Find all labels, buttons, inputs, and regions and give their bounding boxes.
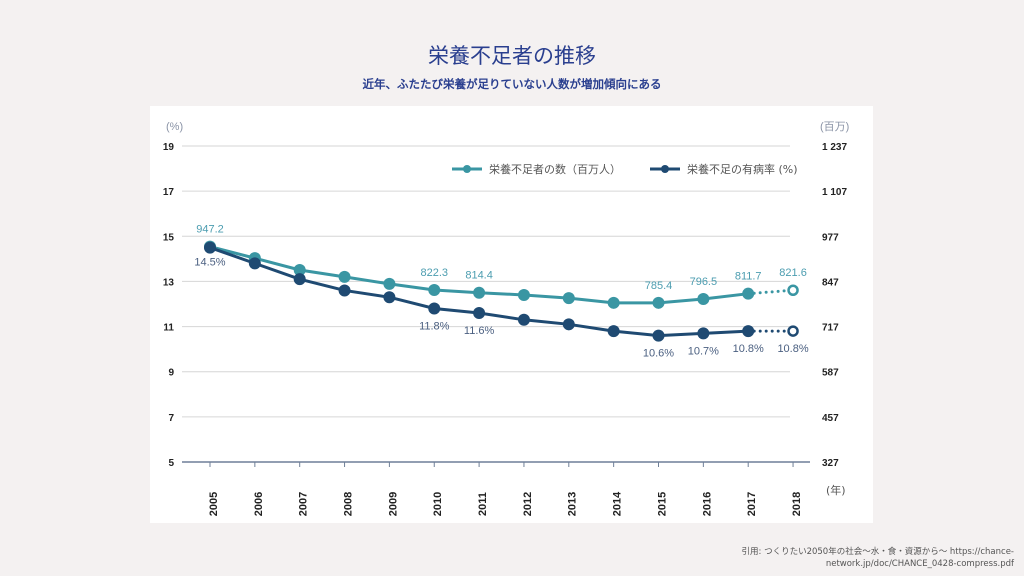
data-point <box>473 286 486 299</box>
line-chart: (%) (百万) 19 1 237 17 1 107 15 977 13 847 11 717 9 587… <box>163 121 849 516</box>
x-tick-label: 2005 <box>208 492 220 516</box>
x-tick-label: 2014 <box>612 491 624 516</box>
data-point <box>383 291 396 304</box>
data-point <box>383 277 396 290</box>
series-projection-line <box>746 288 795 296</box>
data-point <box>517 288 530 301</box>
right-tick-label: 1 237 <box>822 142 847 153</box>
right-tick-label: 587 <box>822 368 839 379</box>
data-point <box>652 329 665 342</box>
chart-panel: (%) (百万) 19 1 237 17 1 107 15 977 13 847 11 717 9 587… <box>150 106 873 523</box>
legend-label: 栄養不足の有病率 (%) <box>687 162 798 176</box>
left-axis-title: (%) <box>166 121 183 133</box>
left-tick-label: 9 <box>168 368 174 379</box>
data-point <box>742 325 755 338</box>
x-tick-label: 2011 <box>477 492 489 516</box>
data-point <box>338 270 351 283</box>
left-tick-label: 13 <box>163 277 175 288</box>
data-point <box>607 325 620 338</box>
x-tick-label: 2006 <box>253 492 265 516</box>
right-tick-label: 847 <box>822 277 839 288</box>
left-tick-label: 17 <box>163 187 175 198</box>
data-point <box>607 296 620 309</box>
right-axis-title: (百万) <box>820 121 849 133</box>
data-point <box>697 292 710 305</box>
data-label: 785.4 <box>645 280 673 292</box>
right-tick-label: 1 107 <box>822 187 847 198</box>
data-point <box>562 292 575 305</box>
data-label: 11.6% <box>464 325 495 337</box>
data-label: 947.2 <box>196 224 224 236</box>
x-tick-label: 2007 <box>298 492 310 516</box>
data-label: 10.7% <box>688 345 719 357</box>
x-tick-label: 2010 <box>432 492 444 516</box>
data-label: 811.7 <box>735 271 762 283</box>
data-label: 11.8% <box>419 321 450 333</box>
legend-label: 栄養不足者の数（百万人） <box>489 162 621 176</box>
left-tick-label: 11 <box>163 323 174 334</box>
data-label: 814.4 <box>465 270 493 282</box>
data-point <box>338 284 351 297</box>
x-tick-label: 2012 <box>522 492 534 516</box>
citation: 引用: つくりたい2050年の社会〜水・食・資源から〜 https://chan… <box>741 547 1015 569</box>
data-point <box>293 263 306 276</box>
data-point <box>293 273 306 286</box>
data-label: 14.5% <box>194 257 225 269</box>
data-point <box>562 318 575 331</box>
data-label: 796.5 <box>690 276 718 288</box>
right-tick-label: 327 <box>822 458 839 469</box>
right-tick-label: 457 <box>822 413 839 424</box>
x-tick-label: 2017 <box>746 492 758 516</box>
data-point <box>652 296 665 309</box>
data-label: 821.6 <box>779 267 807 279</box>
left-tick-label: 19 <box>163 142 175 153</box>
left-tick-label: 5 <box>168 458 174 469</box>
x-tick-label: 2015 <box>656 492 668 516</box>
right-tick-label: 717 <box>822 323 839 334</box>
left-tick-label: 15 <box>163 232 175 243</box>
right-tick-label: 977 <box>822 232 839 243</box>
left-tick-label: 7 <box>168 413 174 424</box>
data-point <box>473 307 486 320</box>
x-tick-label: 2008 <box>342 492 354 516</box>
data-point <box>428 284 441 297</box>
data-point <box>248 257 261 270</box>
data-point-projected <box>787 284 799 296</box>
x-tick-label: 2013 <box>567 492 579 516</box>
legend-marker <box>661 165 669 173</box>
data-point-projected <box>787 325 799 337</box>
data-label: 10.8% <box>777 343 808 355</box>
data-label: 10.6% <box>643 348 674 360</box>
x-axis-title: (年) <box>826 483 846 497</box>
x-tick-label: 2016 <box>701 492 713 516</box>
data-point <box>204 241 216 254</box>
data-point <box>517 313 530 326</box>
data-point <box>697 327 710 340</box>
x-tick-label: 2018 <box>791 492 803 516</box>
data-label: 822.3 <box>420 267 448 279</box>
data-point <box>742 287 755 300</box>
data-label: 10.8% <box>733 343 764 355</box>
x-tick-label: 2009 <box>387 492 399 516</box>
page-subtitle: 近年、ふたたび栄養が足りていない人数が増加傾向にある <box>362 77 662 91</box>
page-title: 栄養不足者の推移 <box>428 44 596 68</box>
legend-marker <box>463 165 471 173</box>
data-point <box>428 302 441 315</box>
